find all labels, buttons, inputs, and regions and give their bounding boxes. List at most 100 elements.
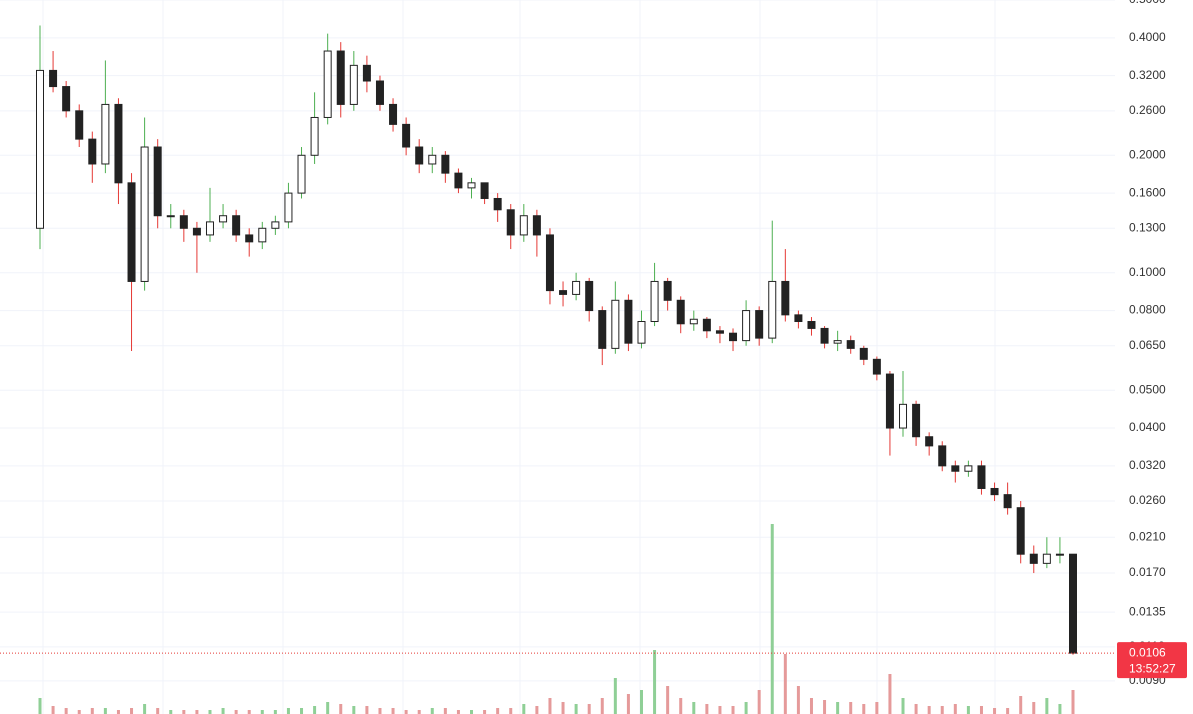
volume-bar [953, 704, 957, 714]
volume-bar [443, 708, 447, 714]
countdown: 13:52:27 [1129, 661, 1176, 675]
volume-bar [783, 654, 787, 714]
grid [0, 0, 1115, 714]
candle-body [990, 487, 999, 496]
candle-body [245, 234, 254, 243]
candle-body [885, 373, 894, 429]
candle-body [375, 80, 384, 105]
last-price-tag [1117, 642, 1187, 679]
volume-bar [836, 702, 840, 714]
volume-bar [1019, 696, 1023, 714]
candle-body [62, 86, 71, 112]
volume-bar [718, 706, 722, 714]
volume-bar [966, 706, 970, 714]
volume-bar [914, 704, 918, 714]
y-tick-label: 0.0800 [1129, 303, 1166, 317]
volume-bar [600, 698, 604, 714]
candle-body [925, 436, 934, 447]
y-tick-label: 0.0210 [1129, 529, 1166, 543]
volume-bar [64, 708, 68, 714]
candle-body [807, 321, 816, 329]
candle-body [964, 465, 973, 472]
y-tick-label: 0.2600 [1129, 103, 1166, 117]
y-tick-label: 0.0400 [1129, 420, 1166, 434]
candle-body [833, 340, 842, 344]
volume-bar [430, 708, 434, 714]
candle-body [349, 64, 358, 105]
y-tick-label: 0.0650 [1129, 338, 1166, 352]
volume-bar [391, 708, 395, 714]
volume-bar [286, 708, 290, 714]
volume-bar [143, 704, 147, 714]
candle-body [545, 234, 554, 292]
volume-bar [639, 690, 643, 714]
candle-body [1003, 494, 1012, 509]
volume-bar [208, 710, 212, 714]
volume-bar [653, 650, 657, 714]
candle-body [428, 154, 437, 165]
candle-body [415, 146, 424, 165]
candle-body [519, 215, 528, 236]
candle-body [781, 280, 790, 316]
volume-bar [1032, 702, 1036, 714]
candle-body [310, 116, 319, 156]
volume-layer [38, 524, 1075, 714]
last-price-label: 0.0106 [1129, 645, 1166, 659]
candle-body [153, 146, 162, 217]
volume-bar [195, 710, 199, 714]
volume-bar [535, 706, 539, 714]
candle-body [768, 280, 777, 339]
candle-body [297, 154, 306, 194]
volume-bar [1058, 704, 1062, 714]
candle-body [689, 318, 698, 325]
volume-bar [862, 704, 866, 714]
candle-body [912, 403, 921, 438]
candle-body [232, 215, 241, 236]
candle-body [859, 347, 868, 360]
candle-body [611, 299, 620, 349]
volume-bar [613, 678, 617, 714]
candle-body [284, 192, 293, 223]
volume-bar [979, 706, 983, 714]
volume-bar [679, 698, 683, 714]
volume-bar [509, 708, 513, 714]
y-tick-label: 0.4000 [1129, 30, 1166, 44]
volume-bar [483, 710, 487, 714]
candle-body [559, 290, 568, 295]
candle-body [166, 215, 175, 218]
volume-bar [221, 708, 225, 714]
y-tick-label: 0.0500 [1129, 382, 1166, 396]
candle-body [441, 154, 450, 174]
candle-body [624, 299, 633, 344]
volume-bar [993, 708, 997, 714]
candle-body [88, 138, 97, 165]
candle-body [585, 280, 594, 312]
volume-bar [90, 708, 94, 714]
volume-bar [456, 710, 460, 714]
candle-body [75, 110, 84, 140]
volume-bar [130, 708, 134, 714]
candle-body [676, 299, 685, 325]
candle-body [663, 280, 672, 301]
candle-body [140, 146, 149, 282]
volume-bar [875, 702, 879, 714]
candle-body [480, 182, 489, 199]
volume-bar [234, 710, 238, 714]
candle-body [323, 50, 332, 118]
candle-body [205, 221, 214, 236]
candle-body [637, 321, 646, 344]
candle-body [192, 227, 201, 236]
volume-bar [77, 710, 81, 714]
candle-body [938, 445, 947, 467]
volume-bar [1071, 690, 1075, 714]
candle-body [951, 465, 960, 472]
volume-bar [496, 708, 500, 714]
volume-bar [169, 710, 173, 714]
volume-bar [940, 706, 944, 714]
volume-bar [38, 698, 42, 714]
volume-bar [326, 702, 330, 714]
y-tick-label: 0.0135 [1129, 604, 1166, 618]
volume-bar [260, 710, 264, 714]
